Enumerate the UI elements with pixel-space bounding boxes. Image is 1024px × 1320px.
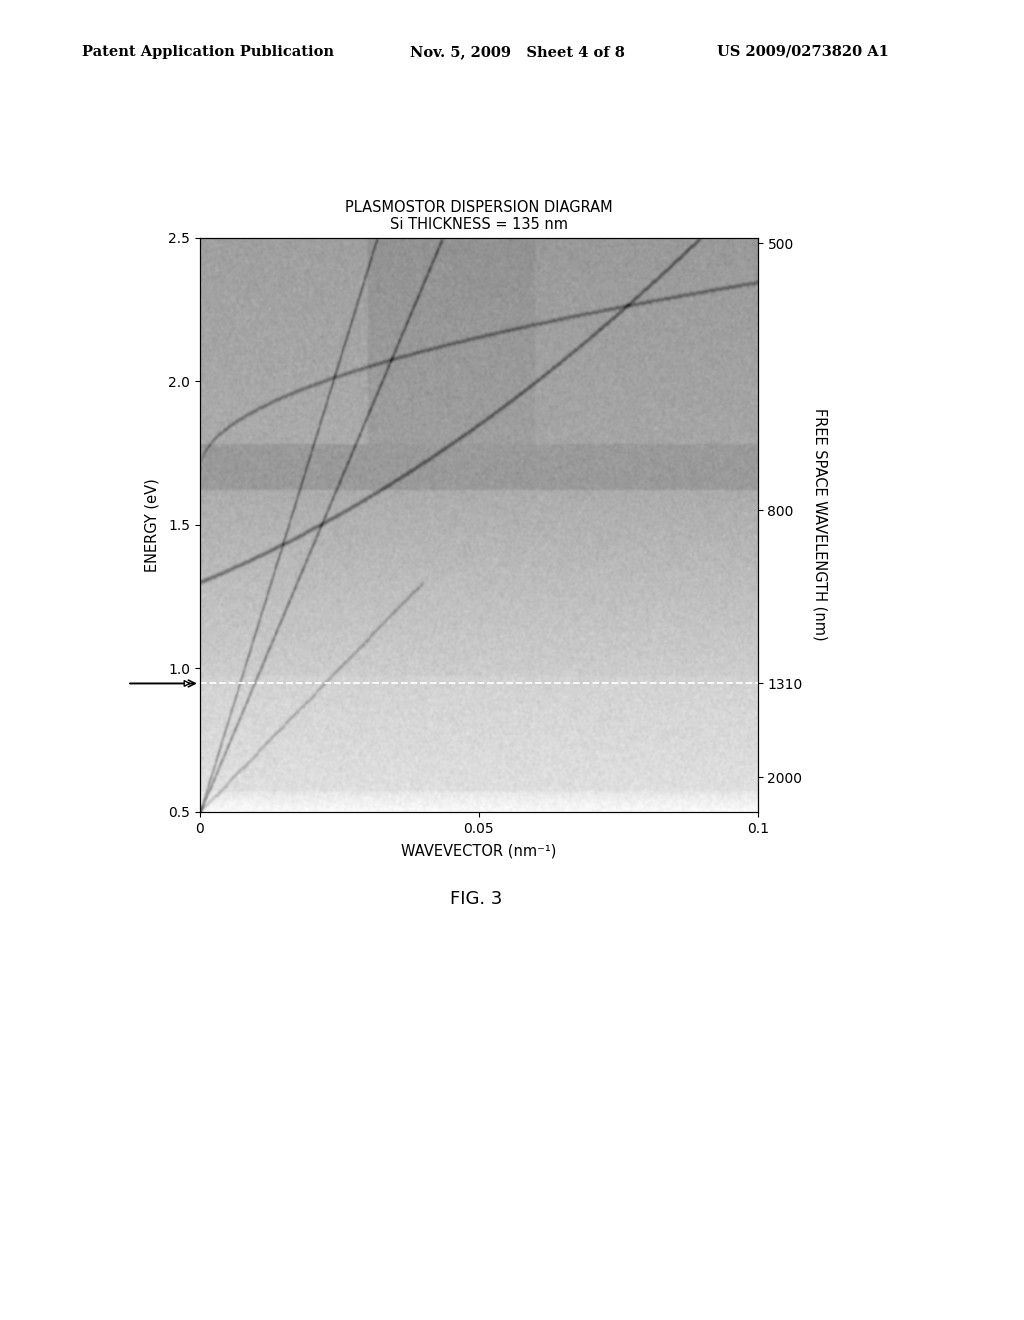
Y-axis label: FREE SPACE WAVELENGTH (nm): FREE SPACE WAVELENGTH (nm) <box>813 408 827 642</box>
Title: PLASMOSTOR DISPERSION DIAGRAM
Si THICKNESS = 135 nm: PLASMOSTOR DISPERSION DIAGRAM Si THICKNE… <box>345 199 612 232</box>
Y-axis label: ENERGY (eV): ENERGY (eV) <box>144 478 160 572</box>
Text: US 2009/0273820 A1: US 2009/0273820 A1 <box>717 45 889 59</box>
Text: FIG. 3: FIG. 3 <box>450 890 503 908</box>
X-axis label: WAVEVECTOR (nm⁻¹): WAVEVECTOR (nm⁻¹) <box>401 843 556 859</box>
Text: Nov. 5, 2009   Sheet 4 of 8: Nov. 5, 2009 Sheet 4 of 8 <box>410 45 625 59</box>
Text: Patent Application Publication: Patent Application Publication <box>82 45 334 59</box>
